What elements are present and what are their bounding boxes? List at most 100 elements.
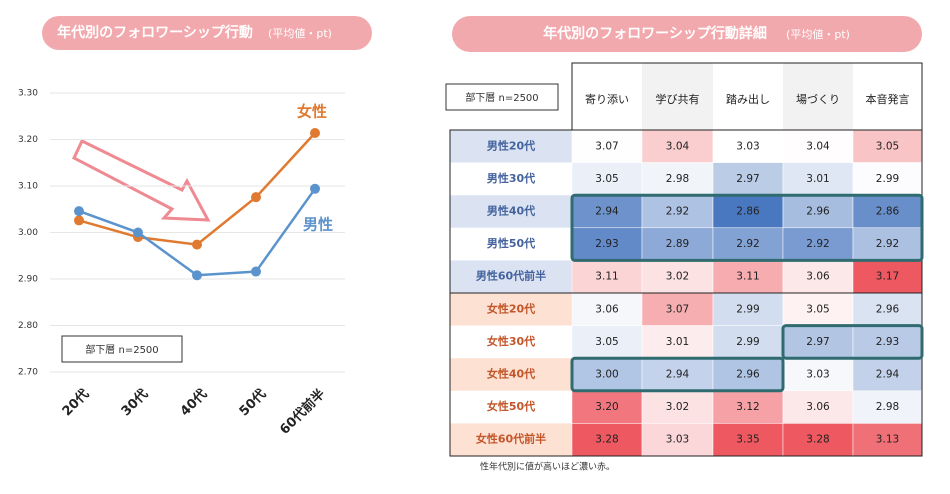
header-cell: [713, 63, 783, 130]
cell-value: 3.06: [595, 303, 619, 315]
heat-cell: [852, 227, 923, 261]
cell-value: 2.98: [666, 173, 689, 185]
group-frame: [449, 292, 923, 457]
heat-cell: [712, 227, 784, 261]
cell-value: 3.13: [876, 434, 899, 446]
cell-value: 2.99: [876, 173, 899, 185]
cell-value: 2.86: [736, 206, 760, 218]
row-header-cell: [450, 130, 572, 163]
cell-value: 3.04: [666, 140, 690, 152]
footnote: 性年代別に値が高いほど濃い赤。: [480, 461, 615, 473]
cell-value: 2.92: [736, 238, 759, 250]
heat-cell: [852, 390, 923, 424]
heat-cell: [852, 194, 923, 229]
corner-note: 部下層 n=2500: [465, 91, 538, 104]
cell-value: 3.12: [736, 401, 759, 413]
heat-cell: [852, 423, 923, 457]
point: [251, 192, 261, 203]
cell-value: 3.06: [806, 271, 830, 283]
cell-value: 3.20: [595, 401, 618, 413]
highlight-box: [570, 356, 785, 393]
arrow: [72, 138, 211, 222]
cell-value: 3.03: [806, 369, 829, 381]
heat-cell: [571, 292, 643, 326]
cell-value: 3.02: [666, 271, 689, 283]
point: [192, 270, 202, 281]
cell-value: 2.98: [876, 401, 899, 413]
heat-cell: [782, 390, 854, 424]
row-label: 女性50代: [487, 399, 535, 413]
point: [74, 206, 84, 217]
cell-value: 3.05: [876, 140, 899, 152]
cell-value: 3.02: [666, 401, 689, 413]
heat-cell: [641, 325, 714, 359]
row-header-cell: [450, 162, 572, 196]
heat-cell: [782, 194, 854, 229]
series-label: 男性: [303, 216, 333, 234]
cell-value: 2.94: [666, 369, 690, 381]
heat-cell: [571, 129, 643, 163]
cell-value: 3.07: [666, 303, 689, 315]
row-label: 女性60代前半: [476, 432, 546, 446]
column-header: 本音発言: [866, 92, 910, 106]
cell-value: 3.07: [595, 140, 618, 152]
heat-cell: [641, 194, 714, 229]
row-header-cell: [450, 358, 572, 391]
row-label: 女性30代: [487, 334, 535, 348]
cell-value: 3.06: [806, 401, 830, 413]
heat-cell: [571, 194, 643, 229]
row-label: 女性20代: [487, 301, 535, 315]
heat-cell: [782, 162, 854, 196]
chart-title: 年代別のフォロワーシップ行動: [57, 24, 253, 41]
line-chart: 2.70 2.80 2.90 3.00 3.10 3.20 3.30 20代 30代 40代 50代…: [18, 89, 345, 438]
cell-value: 3.11: [736, 271, 759, 283]
heat-cell: [712, 325, 784, 359]
heat-cell: [782, 423, 854, 457]
heat-cell: [641, 390, 714, 424]
cell-value: 2.89: [666, 238, 689, 250]
row-header-cell: [450, 260, 572, 293]
cell-value: 2.92: [876, 238, 899, 250]
x-tick-label: 20代: [59, 386, 92, 419]
x-tick-label: 50代: [236, 386, 269, 419]
row-header-cell: [450, 195, 572, 228]
annotation: 部下層 n=2500: [85, 343, 158, 356]
annotation-box: [61, 335, 183, 363]
heat-cell: [782, 227, 854, 261]
row-label: 男性60代前半: [476, 269, 546, 283]
heat-cell: [641, 129, 714, 163]
cell-value: 2.93: [595, 238, 618, 250]
cell-value: 3.05: [806, 303, 829, 315]
cell-value: 3.00: [595, 369, 618, 381]
cell-value: 2.86: [876, 206, 900, 218]
cell-value: 3.03: [666, 434, 689, 446]
header-cell: [572, 63, 642, 130]
y-tick-label: 3.30: [18, 89, 38, 99]
series-line: [78, 132, 316, 246]
y-tick-label: 3.00: [18, 228, 38, 238]
cell-value: 2.96: [876, 303, 900, 315]
heat-cell: [571, 423, 643, 457]
heat-cell: [852, 325, 923, 359]
cell-value: 2.99: [736, 336, 759, 348]
heat-cell: [712, 423, 784, 457]
cell-value: 2.93: [876, 336, 899, 348]
column-header: 踏み出し: [726, 92, 770, 106]
heat-cell: [852, 129, 923, 163]
column-header: 場づくり: [796, 93, 840, 106]
row-label: 男性50代: [487, 236, 535, 250]
heat-cell: [641, 227, 714, 261]
row-header-cell: [450, 293, 572, 326]
column-header: 学び共有: [656, 92, 700, 106]
cell-value: 2.96: [736, 369, 760, 381]
header-cell: [642, 63, 713, 130]
column-header: 寄り添い: [585, 92, 629, 106]
cell-value: 3.05: [595, 173, 618, 185]
cell-value: 2.96: [806, 206, 830, 218]
heat-cell: [852, 292, 923, 326]
cell-value: 3.11: [595, 271, 618, 283]
header-cell: [853, 63, 922, 130]
